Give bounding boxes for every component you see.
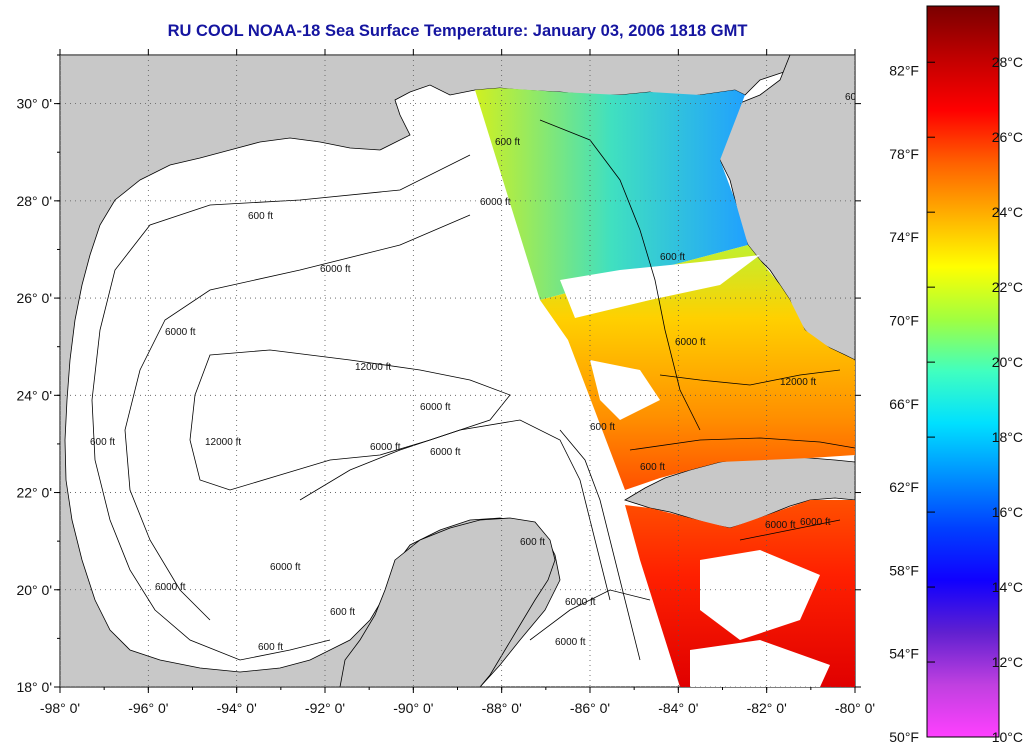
colorbar-fahrenheit-label: 74°F [889,229,919,245]
colorbar-celsius-label: 18°C [992,429,1023,445]
lat-tick-label: 26° 0' [16,290,52,306]
map-title: RU COOL NOAA-18 Sea Surface Temperature:… [167,22,748,40]
lat-tick-label: 28° 0' [16,193,52,209]
colorbar-fahrenheit-label: 54°F [889,646,919,662]
lat-tick-label: 20° 0' [16,582,52,598]
colorbar-celsius-label: 24°C [992,204,1023,220]
contour-label: 600 ft [90,437,115,448]
colorbar-celsius-label: 22°C [992,279,1023,295]
axes-group: -98° 0' -96° 0' -94° 0' -92° 0' -90° 0' -88° … [16,49,875,716]
contour-label-group: 600 ft 6000 ft 12000 ft 600 ft 6000 ft 600 ft… [90,92,870,653]
contour-label: 6000 ft [420,402,451,413]
contour-label: 6000 ft [270,562,301,573]
graticule [60,55,855,687]
colorbar-fahrenheit-label: 62°F [889,479,919,495]
contour-12000ft [189,349,511,491]
lat-tick-label: 30° 0' [16,96,52,112]
colorbar-fahrenheit-label: 58°F [889,562,919,578]
lat-tick-label: 24° 0' [16,387,52,403]
contour-label: 6000 ft [165,327,196,338]
contour-label: 6000 ft [370,442,401,453]
colorbar-fahrenheit-label: 50°F [889,729,919,745]
sst-cloud-gap [590,360,660,420]
lon-tick-label: -90° 0' [393,700,433,716]
contour-6000ft-central [299,419,611,601]
colorbar-fahrenheit-label: 82°F [889,63,919,79]
sst-swath-cold-band [475,88,748,300]
lon-tick-label: -82° 0' [747,700,787,716]
lon-tick-label: -92° 0' [305,700,345,716]
colorbar-fahrenheit-label: 66°F [889,396,919,412]
colorbar-celsius-label: 10°C [992,729,1023,745]
contour-label: 600 ft [660,252,685,263]
contour-label: 600 ft [258,642,283,653]
colorbar: 28°C 26°C 24°C 22°C 20°C 18°C 16°C 14°C 12°C 10°C… [889,5,1023,745]
lon-tick-label: -86° 0' [570,700,610,716]
colorbar-celsius-label: 14°C [992,579,1023,595]
contour-label: 6000 ft [555,637,586,648]
colorbar-celsius-label: 26°C [992,129,1023,145]
contour-label: 600 ft [248,211,273,222]
contour-label: 6000 ft [155,582,186,593]
contour-label: 6000 ft [565,597,596,608]
colorbar-celsius-label: 28°C [992,54,1023,70]
contour-label: 600 ft [640,462,665,473]
contour-label: 12000 ft [205,437,241,448]
contour-label: 12000 ft [355,362,391,373]
contour-6000ft-florida [539,119,701,431]
contour-600ft-cuba [629,437,855,451]
contour-label: 6000 ft [430,447,461,458]
contour-label: 6000 ft [675,337,706,348]
contour-label: 12000 ft [780,377,816,388]
contour-600ft-west [91,154,471,661]
land-yucatan [339,517,556,687]
lon-tick-label: -84° 0' [658,700,698,716]
contour-label: 600 ft [520,537,545,548]
lat-tick-label: 22° 0' [16,485,52,501]
contour-label: 6000 ft [320,264,351,275]
colorbar-fahrenheit-label: 78°F [889,146,919,162]
lat-tick-label: 18° 0' [16,679,52,695]
lon-tick-label: -88° 0' [482,700,522,716]
colorbar-celsius-label: 12°C [992,654,1023,670]
contour-600ft-yucatan [559,429,641,661]
lon-tick-label: -98° 0' [40,700,80,716]
sst-cloud-gap [560,255,760,318]
contour-label: 600 ft [330,607,355,618]
contour-label: 6000 ft [765,520,796,531]
contour-label: 600 ft [845,92,870,103]
colorbar-gradient [926,5,1000,738]
colorbar-celsius-label: 20°C [992,354,1023,370]
contour-label: 6000 ft [800,517,831,528]
sst-cloud-gap [690,640,830,687]
sst-cloud-gap [700,550,820,640]
lon-tick-label: -96° 0' [128,700,168,716]
contour-600ft-florida [659,369,841,386]
colorbar-fahrenheit-label: 70°F [889,312,919,328]
lon-tick-label: -94° 0' [217,700,257,716]
contour-label: 6000 ft [480,197,511,208]
contour-6000ft-cuba-south [739,519,841,541]
contour-label: 600 ft [590,422,615,433]
colorbar-celsius-label: 16°C [992,504,1023,520]
lon-tick-label: -80° 0' [835,700,875,716]
contour-6000ft-west [124,214,471,621]
bathymetry-contours [91,119,855,661]
contour-label: 600 ft [495,137,520,148]
